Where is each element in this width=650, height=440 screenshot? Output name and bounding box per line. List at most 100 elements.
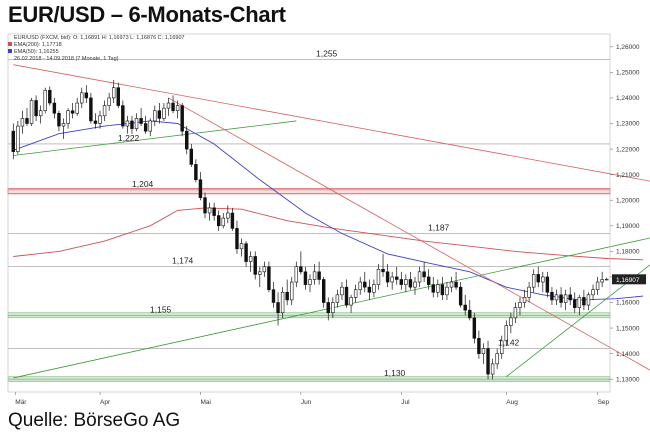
trendline-green <box>13 120 297 156</box>
candle-body-down <box>299 266 303 273</box>
y-tick-label: 1,26000 <box>616 44 640 51</box>
candle <box>404 274 408 293</box>
candle <box>29 97 34 127</box>
ema-layer <box>13 120 644 301</box>
candle-body-down <box>139 118 143 124</box>
candle-body-up <box>61 123 66 127</box>
candle-body-up <box>107 97 111 106</box>
candle-body-up <box>102 105 107 117</box>
candle <box>468 299 472 321</box>
candle <box>417 266 422 288</box>
candle-body-up <box>175 105 180 112</box>
candle <box>48 86 52 106</box>
candle <box>605 277 609 281</box>
info-ema200: EMA(200): 1,17718 <box>14 42 62 48</box>
candle <box>436 279 440 298</box>
candle <box>180 103 184 137</box>
candle-body-up <box>290 281 294 301</box>
candle <box>595 276 600 295</box>
candle <box>285 279 289 306</box>
candle-body-up <box>148 120 152 132</box>
candle-body-down <box>198 179 203 198</box>
candle-body-down <box>157 110 162 119</box>
candle-body-up <box>500 340 504 354</box>
candle-body-up <box>80 92 84 104</box>
candle-body-up <box>29 100 34 124</box>
candle-body-down <box>463 304 467 311</box>
y-tick-label: 1,14000 <box>616 351 640 358</box>
candle <box>294 261 299 288</box>
candle <box>290 276 294 306</box>
candle <box>80 87 84 109</box>
candle-body-up <box>280 291 285 314</box>
source-caption: Quelle: BörseGo AG <box>8 410 181 431</box>
trendline-red <box>13 64 650 182</box>
candle-body-down <box>212 207 216 216</box>
info-box: EUR/USD (FXCM, bid): O: 1,16891 H: 1,169… <box>8 35 185 62</box>
candle-body-up <box>16 125 20 152</box>
candle <box>139 108 143 127</box>
candle-body-down <box>11 130 15 152</box>
y-tick-label: 1,13000 <box>616 376 640 383</box>
candle <box>203 192 207 219</box>
candles-layer <box>11 80 609 380</box>
candle <box>262 261 267 277</box>
candle-body-down <box>303 271 308 285</box>
candle-body-down <box>317 271 321 280</box>
candle-body-up <box>239 243 244 250</box>
candle <box>98 110 102 129</box>
candle-body-down <box>25 118 29 124</box>
candle-body-down <box>216 215 221 227</box>
candle-body-up <box>504 325 509 342</box>
candle <box>308 274 312 293</box>
y-tick-label: 1,25000 <box>616 70 640 77</box>
candle-body-up <box>541 276 545 283</box>
candle <box>267 261 271 293</box>
candle <box>52 97 57 119</box>
candle <box>367 279 372 300</box>
candle-body-up <box>376 268 381 285</box>
candle-body-down <box>422 271 426 278</box>
candle <box>426 269 431 290</box>
trendline-red <box>168 97 650 371</box>
candle <box>239 238 244 257</box>
y-tick-label: 1,21000 <box>616 172 640 179</box>
candle-body-up <box>340 286 344 296</box>
last-price-tag <box>612 274 646 285</box>
candle <box>84 85 89 104</box>
y-tick-label: 1,24000 <box>616 95 640 102</box>
candle <box>582 289 586 311</box>
candle <box>34 95 38 121</box>
candle <box>326 297 330 321</box>
candle-body-up <box>162 107 166 119</box>
candle-body-up <box>349 297 353 306</box>
candle-body-down <box>180 105 184 132</box>
candle <box>445 282 449 300</box>
candle-body-down <box>486 348 490 375</box>
candle-body-up <box>331 302 335 314</box>
candle <box>477 330 481 359</box>
candle <box>536 266 540 288</box>
candle-body-down <box>468 309 472 319</box>
candle-body-down <box>477 337 481 354</box>
candle <box>527 282 531 303</box>
candle <box>166 97 171 116</box>
candle <box>61 118 66 139</box>
candle <box>458 282 463 308</box>
candle-body-up <box>335 294 340 303</box>
candle-body-down <box>116 87 120 106</box>
candle-body-up <box>509 317 513 326</box>
candle-body-up <box>518 302 522 308</box>
candle <box>399 271 404 290</box>
candle <box>271 282 276 308</box>
candle <box>335 289 340 308</box>
zones-layer <box>7 188 611 383</box>
candle-body-up <box>226 212 230 219</box>
candle-body-up <box>353 289 358 298</box>
candle <box>518 297 522 316</box>
candle-body-up <box>125 120 130 127</box>
candle-body-up <box>248 256 253 262</box>
candle-body-down <box>367 286 372 293</box>
candle <box>198 172 203 201</box>
candle <box>385 264 390 288</box>
